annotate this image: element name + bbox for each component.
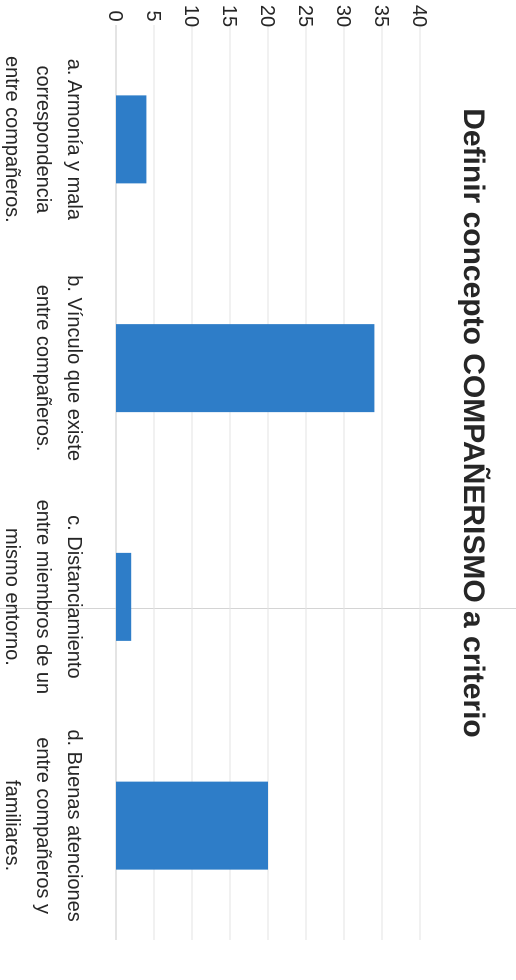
bar xyxy=(115,95,147,184)
category-label: c. Distanciamiento entre miembros de un mi… xyxy=(1,500,85,695)
chart-title: Definir concepto COMPAÑERISMO a criterio xyxy=(457,108,491,738)
bar xyxy=(116,552,132,641)
category-label-line: c. Distanciamiento xyxy=(63,515,85,678)
y-tick-label: 10 xyxy=(180,5,202,27)
bar xyxy=(116,324,375,413)
y-tick-label: 0 xyxy=(104,10,126,21)
category-label: a. Armonía y mala correspondencia entre co… xyxy=(1,56,85,223)
y-tick-label: 25 xyxy=(294,5,316,27)
chart-plot-group: 0 5 10 15 20 25 30 35 40 a. Armonía y mala corresp… xyxy=(1,5,491,940)
category-label: d. Buenas atenciones entre compañeros y fa… xyxy=(1,729,85,921)
y-tick-label: 5 xyxy=(142,10,164,21)
category-label-line: correspondencia xyxy=(32,65,54,214)
y-tick-label: 40 xyxy=(408,5,430,27)
page-fold-line xyxy=(0,608,516,609)
category-label-line: entre compañeros. xyxy=(1,56,23,223)
y-tick-label: 35 xyxy=(370,5,392,27)
category-label-line: b. Vínculo que existe xyxy=(63,275,85,461)
category-label-line: entre compañeros. xyxy=(32,285,54,452)
y-tick-label: 20 xyxy=(256,5,278,27)
category-label-line: mismo entorno. xyxy=(1,528,23,666)
chart-title-prefix: Definir concepto xyxy=(457,108,490,353)
category-label-line: familiares. xyxy=(1,780,23,871)
y-tick-label: 15 xyxy=(218,5,240,27)
category-label: b. Vínculo que existe entre compañeros. xyxy=(32,275,85,461)
category-label-line: d. Buenas atenciones xyxy=(63,729,85,921)
y-tick-label: 30 xyxy=(332,5,354,27)
category-label-line: a. Armonía y mala xyxy=(63,59,85,221)
chart-title-emphasis: COMPAÑERISMO a criterio xyxy=(457,353,491,738)
category-label-line: entre compañeros y xyxy=(32,737,54,914)
category-label-line: entre miembros de un xyxy=(32,500,54,695)
bar xyxy=(116,781,268,870)
